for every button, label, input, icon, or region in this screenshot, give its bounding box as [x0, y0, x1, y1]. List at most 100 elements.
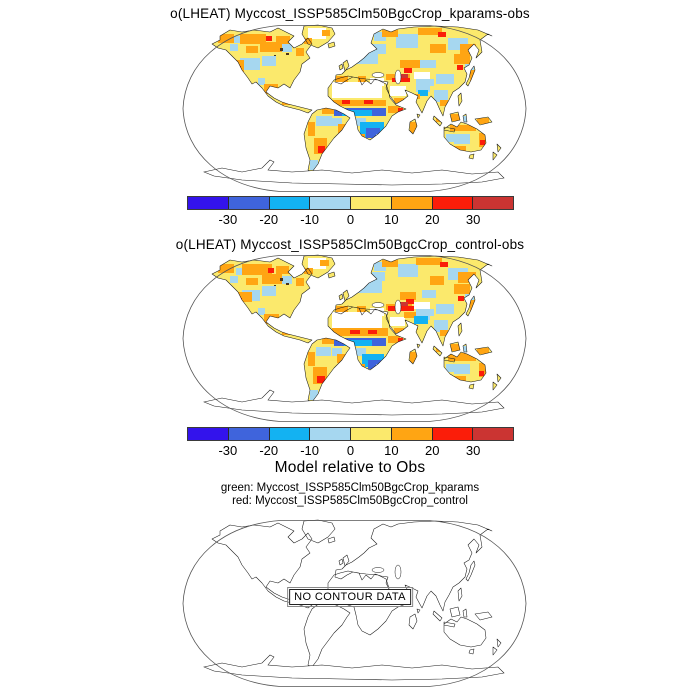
difference-cell [400, 292, 416, 300]
colorbar-segment-7 [473, 428, 513, 440]
difference-cell [342, 100, 350, 104]
difference-cell [266, 36, 272, 41]
difference-cell [416, 79, 434, 86]
difference-cell [454, 364, 470, 374]
difference-cell [454, 54, 470, 64]
difference-cell [308, 352, 315, 366]
difference-cell [414, 302, 430, 309]
difference-cell [422, 290, 436, 298]
colorbar-tick-label: 30 [465, 443, 481, 458]
difference-cell [364, 376, 376, 382]
antarctica-outline [203, 654, 505, 681]
difference-cell [451, 344, 460, 351]
difference-cell [420, 60, 436, 68]
difference-cell [434, 320, 448, 332]
difference-cell [264, 84, 278, 94]
colorbar-segment-5 [391, 197, 433, 209]
difference-cell [436, 74, 454, 84]
colorbar-segment-5 [391, 428, 433, 440]
difference-cell [240, 34, 266, 44]
difference-cell [457, 65, 463, 70]
difference-cell [382, 30, 398, 37]
colorbar-tick-label: -20 [259, 212, 279, 227]
colorbar-tick-label: -30 [218, 443, 238, 458]
difference-cell [440, 330, 448, 336]
difference-cell [452, 146, 466, 151]
difference-cell [400, 60, 420, 68]
difference-cell [332, 100, 386, 106]
difference-cell [322, 30, 330, 36]
colorbar-segment-1 [228, 428, 270, 440]
difference-cell [286, 53, 289, 55]
difference-cell [246, 278, 258, 285]
difference-cell [414, 316, 428, 324]
colorbar-segment-2 [269, 197, 311, 209]
difference-cell [268, 268, 274, 273]
difference-cell [448, 353, 476, 361]
difference-cell [282, 44, 292, 52]
difference-cell [462, 346, 469, 352]
difference-cell [318, 146, 325, 153]
difference-cell [460, 44, 476, 54]
colorbar-segment-3 [310, 197, 351, 209]
antarctica-outline [203, 159, 505, 186]
difference-cell [438, 32, 446, 37]
difference-cell [308, 258, 326, 269]
difference-cell [370, 78, 384, 86]
difference-cell [446, 364, 454, 372]
panel1-colorbar: -30 -20 -10 0 10 20 30 [187, 196, 514, 228]
difference-cell [317, 376, 325, 383]
difference-cell [276, 266, 289, 274]
difference-cell [310, 160, 318, 170]
difference-cell [404, 312, 416, 318]
difference-cell [394, 98, 404, 103]
difference-cell [400, 302, 408, 306]
difference-cell [308, 122, 315, 136]
difference-cell [396, 34, 418, 48]
difference-cell [337, 354, 348, 363]
panel2-colorbar: -30 -20 -10 0 10 20 30 [187, 427, 514, 459]
difference-cell [234, 60, 244, 72]
difference-cell [388, 106, 400, 113]
difference-cell [357, 306, 366, 312]
difference-cell [280, 48, 283, 51]
difference-cell [390, 317, 405, 326]
difference-cell [240, 58, 260, 70]
difference-cell [310, 390, 318, 400]
difference-cell [400, 74, 408, 78]
colorbar-tick-label: 10 [384, 212, 399, 227]
difference-cell [230, 44, 238, 51]
panel3-map: NO CONTOUR DATA [182, 517, 527, 690]
difference-cell [430, 44, 446, 53]
panel3-legend-red: red: Myccost_ISSP585Clm50BgcCrop_control [232, 495, 468, 507]
difference-cell [356, 134, 365, 147]
difference-cell [262, 274, 282, 284]
difference-cell [462, 116, 469, 122]
difference-cell [477, 118, 489, 124]
difference-cell [479, 371, 484, 376]
colorbar-segment-2 [269, 428, 311, 440]
no-contour-data-label: NO CONTOUR DATA [287, 587, 413, 607]
difference-cell [446, 134, 454, 142]
difference-cell [316, 116, 332, 126]
difference-cell [358, 76, 366, 82]
colorbar-tick-label: 30 [465, 212, 481, 227]
difference-cell [458, 272, 476, 283]
difference-cell [364, 146, 376, 152]
difference-cell [218, 34, 234, 43]
difference-cell [336, 306, 348, 313]
colorbar-segment-6 [432, 428, 474, 440]
difference-cell [376, 364, 386, 373]
difference-cell [262, 286, 276, 296]
difference-cell [436, 304, 454, 314]
difference-cell [350, 330, 360, 334]
difference-cell [451, 114, 460, 121]
difference-cell [430, 276, 444, 285]
colorbar-segment-1 [228, 197, 270, 209]
colorbar-tick-label: 0 [346, 443, 355, 458]
difference-cell [414, 72, 430, 79]
difference-cell [260, 42, 282, 52]
difference-cell [332, 82, 382, 98]
difference-cell [246, 46, 258, 53]
